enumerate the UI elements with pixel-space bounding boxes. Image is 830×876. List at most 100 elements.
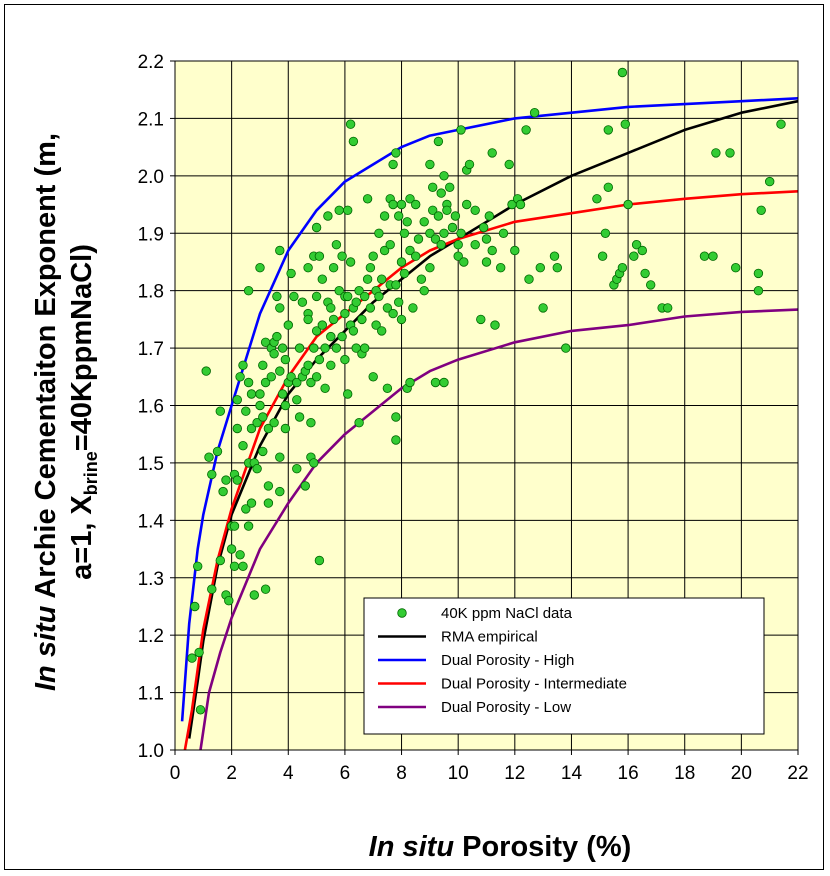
y-tick-label: 1.1: [138, 684, 164, 705]
data-point: [294, 343, 305, 353]
data-point: [368, 251, 378, 261]
y-tick-label: 1.3: [138, 569, 164, 590]
data-point: [428, 205, 438, 216]
data-point: [345, 257, 356, 267]
data-point: [640, 268, 650, 279]
y-axis-title-line2-post: =40KppmNaCl): [66, 244, 98, 451]
data-point: [326, 360, 336, 371]
x-tick-label: 8: [396, 763, 407, 784]
data-point: [277, 343, 288, 353]
data-point: [374, 291, 384, 302]
data-point: [753, 268, 764, 279]
data-point: [481, 257, 492, 267]
data-point: [229, 561, 240, 572]
data-point: [263, 481, 274, 491]
data-point: [323, 211, 333, 221]
y-tick-label: 2.2: [138, 52, 164, 73]
data-point: [623, 199, 633, 210]
data-point: [484, 211, 495, 221]
data-point: [263, 423, 274, 434]
data-point: [425, 263, 435, 273]
data-point: [462, 199, 472, 210]
data-point: [190, 601, 200, 612]
data-point: [445, 182, 455, 193]
data-point: [241, 406, 251, 416]
data-point: [337, 331, 347, 342]
data-point: [731, 263, 741, 273]
data-point: [447, 222, 458, 233]
x-tick-label: 16: [618, 763, 639, 784]
y-tick-labels: 1.0 1.1 1.2 1.3 1.4 1.5 1.6 1.7 1.8 1.9 2.0 2.1 2.2: [138, 52, 175, 762]
data-point: [470, 205, 480, 216]
data-point: [314, 251, 325, 261]
data-point: [243, 377, 254, 388]
data-point: [776, 119, 786, 129]
data-point: [272, 291, 282, 302]
data-point: [269, 349, 279, 359]
data-point: [192, 561, 203, 572]
data-point: [229, 521, 240, 531]
data-point: [269, 418, 279, 428]
data-point: [334, 205, 344, 216]
data-point: [439, 377, 449, 388]
data-point: [283, 320, 294, 330]
data-point: [711, 148, 721, 158]
data-point: [311, 222, 322, 233]
data-point: [765, 176, 775, 187]
data-point: [311, 372, 322, 382]
data-point: [263, 498, 274, 508]
data-point: [277, 389, 288, 399]
legend-item-dual-porosity-low: Dual Porosity - Low: [378, 699, 571, 716]
y-axis-title-line2-pre: a=1, X: [66, 495, 98, 580]
legend-label: Dual Porosity - High: [441, 652, 574, 669]
data-point: [629, 251, 639, 261]
legend-label: Dual Porosity - Intermediate: [441, 676, 627, 693]
data-point: [377, 326, 387, 336]
data-point: [439, 171, 449, 181]
data-point: [442, 205, 452, 216]
data-point: [470, 239, 480, 250]
data-point: [224, 596, 234, 606]
data-point: [600, 228, 611, 239]
legend-item-40k-ppm-nacl-data: 40K ppm NaCl data: [397, 605, 573, 622]
data-point: [280, 400, 291, 411]
data-point: [631, 239, 642, 250]
data-point: [603, 182, 614, 193]
data-point: [337, 251, 347, 261]
gridlines: [174, 60, 799, 751]
data-point: [317, 320, 328, 330]
data-point: [535, 263, 546, 273]
data-point: [303, 360, 313, 371]
data-point: [320, 383, 330, 394]
data-point: [510, 245, 520, 256]
data-point: [340, 354, 350, 365]
data-point: [354, 286, 364, 296]
data-point: [459, 257, 469, 267]
data-point: [371, 320, 381, 330]
data-point: [425, 159, 435, 170]
legend-item-rma-empirical: RMA empirical: [378, 629, 538, 646]
x-tick-label: 14: [561, 763, 583, 784]
data-point: [597, 251, 608, 261]
data-point: [334, 286, 344, 296]
data-point: [280, 423, 291, 434]
data-point: [391, 148, 401, 158]
y-axis-title-italic: In situ: [30, 605, 62, 691]
data-point: [487, 148, 497, 158]
data-point: [617, 263, 628, 273]
data-point: [379, 245, 390, 256]
data-point: [391, 280, 401, 290]
data-point: [212, 446, 223, 457]
data-point: [479, 222, 489, 233]
data-point: [453, 239, 463, 250]
data-point: [326, 331, 336, 342]
data-point: [411, 199, 421, 210]
data-point: [603, 125, 614, 135]
data-point: [255, 400, 265, 411]
data-point: [450, 211, 461, 221]
data-point: [238, 561, 248, 572]
data-point: [311, 291, 322, 302]
data-point: [464, 159, 475, 170]
data-point: [300, 481, 311, 491]
y-axis-title-line2: a=1, Xbrine=40KppmNaCl): [66, 244, 101, 580]
